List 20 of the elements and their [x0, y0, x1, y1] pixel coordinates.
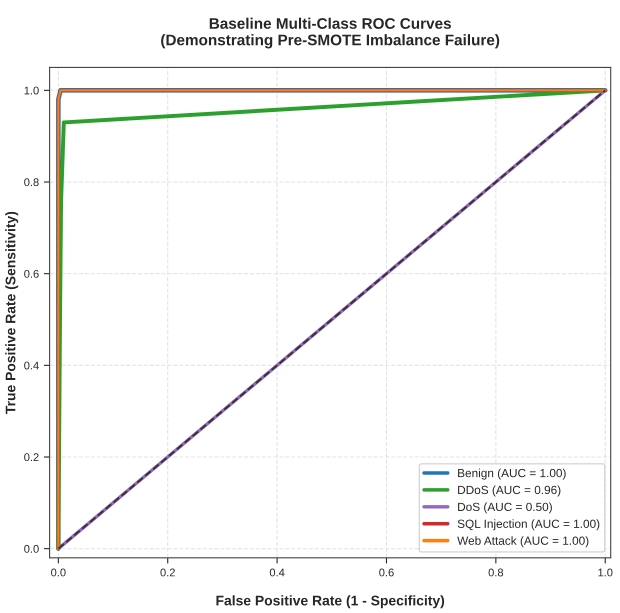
legend-label: DDoS (AUC = 0.96) — [458, 485, 560, 496]
y-tick-label: 0.4 — [24, 362, 39, 370]
y-tick-label: 0.2 — [24, 453, 39, 462]
y-tick-label: 1.0 — [24, 86, 39, 94]
x-tick-label: 0.8 — [488, 568, 504, 576]
y-tick-label: 0.0 — [24, 544, 39, 553]
y-tick-label: 0.6 — [24, 270, 39, 278]
y-tick-label: 0.8 — [24, 178, 39, 186]
x-tick-label: 0.0 — [51, 568, 66, 576]
legend-label: Benign (AUC = 1.00) — [458, 468, 566, 480]
x-tick-label: 0.4 — [270, 568, 284, 576]
legend-label: SQL Injection (AUC = 1.00) — [458, 519, 600, 530]
x-axis-title: False Positive Rate (1 - Specificity) — [216, 595, 444, 608]
x-tick-label: 1.0 — [598, 568, 613, 576]
x-tick-label: 0.6 — [379, 568, 394, 576]
chart-title: Baseline Multi-Class ROC Curves (Demonstrating Pre-SMOTE Imbalance Failure) — [161, 18, 500, 48]
legend-label: Web Attack (AUC = 1.00) — [457, 536, 588, 548]
legend-label: DoS (AUC = 0.50) — [458, 502, 552, 514]
x-tick-label: 0.2 — [160, 568, 175, 576]
y-axis-title: True Positive Rate (Sensitivity) — [5, 212, 18, 414]
